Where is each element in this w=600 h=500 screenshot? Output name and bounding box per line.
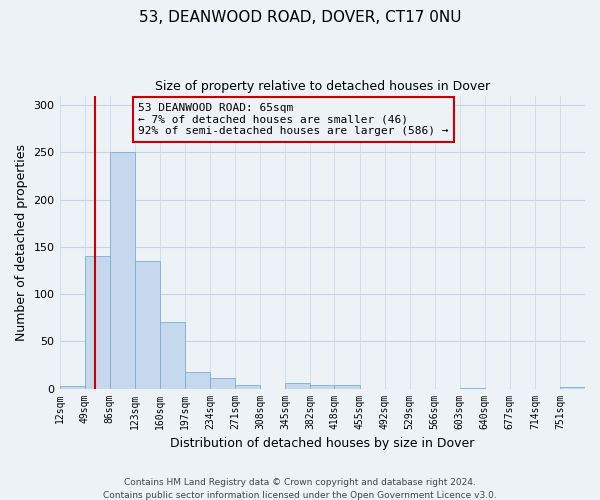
Bar <box>135 261 160 388</box>
Bar <box>285 383 310 388</box>
Text: 53 DEANWOOD ROAD: 65sqm
← 7% of detached houses are smaller (46)
92% of semi-det: 53 DEANWOOD ROAD: 65sqm ← 7% of detached… <box>139 103 449 136</box>
Bar <box>160 322 185 388</box>
Bar <box>210 378 235 388</box>
Bar <box>85 256 110 388</box>
Bar <box>310 385 335 388</box>
Y-axis label: Number of detached properties: Number of detached properties <box>15 144 28 340</box>
Bar <box>185 372 210 388</box>
Bar <box>110 152 135 388</box>
Bar <box>235 385 260 388</box>
Bar <box>560 386 585 388</box>
Text: 53, DEANWOOD ROAD, DOVER, CT17 0NU: 53, DEANWOOD ROAD, DOVER, CT17 0NU <box>139 10 461 25</box>
Title: Size of property relative to detached houses in Dover: Size of property relative to detached ho… <box>155 80 490 93</box>
Bar <box>59 386 85 388</box>
Bar <box>334 385 359 388</box>
X-axis label: Distribution of detached houses by size in Dover: Distribution of detached houses by size … <box>170 437 475 450</box>
Text: Contains HM Land Registry data © Crown copyright and database right 2024.
Contai: Contains HM Land Registry data © Crown c… <box>103 478 497 500</box>
